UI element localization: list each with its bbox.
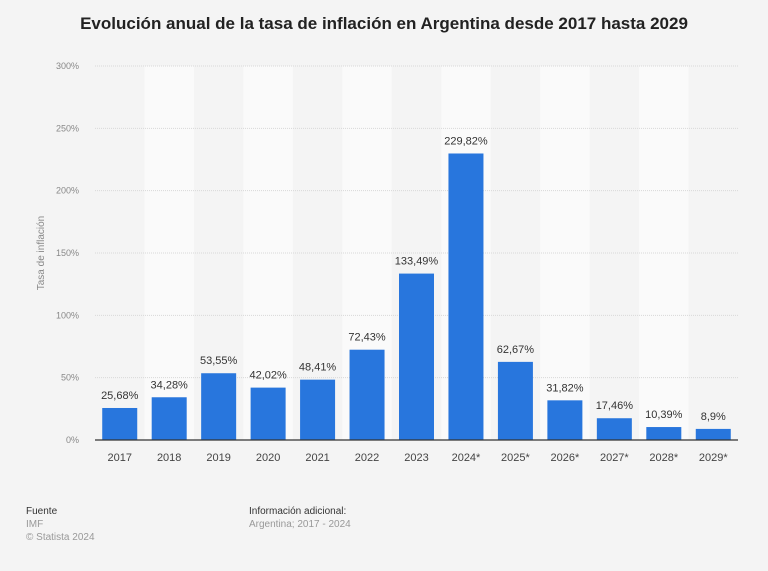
x-tick-label: 2028* bbox=[649, 452, 678, 464]
bar-2020 bbox=[250, 387, 286, 440]
data-label: 229,82% bbox=[444, 135, 488, 147]
x-tick-label: 2023 bbox=[404, 452, 428, 464]
data-label: 17,46% bbox=[596, 400, 634, 412]
bar-chart: 0% 50% 100% 150% 200% 250% 300% Tasa de inflaci… bbox=[36, 61, 738, 464]
x-tick-label: 2027* bbox=[600, 452, 629, 464]
bar-2025* bbox=[497, 361, 533, 440]
data-label: 42,02% bbox=[249, 370, 287, 382]
source-heading: Fuente bbox=[26, 506, 58, 517]
data-label: 133,49% bbox=[395, 256, 439, 268]
x-tick-label: 2020 bbox=[256, 452, 280, 464]
data-label: 53,55% bbox=[200, 355, 238, 367]
info-value: Argentina; 2017 - 2024 bbox=[249, 519, 351, 530]
data-label: 31,82% bbox=[546, 382, 584, 394]
data-label: 62,67% bbox=[497, 344, 535, 356]
data-label: 48,41% bbox=[299, 362, 337, 374]
data-label: 10,39% bbox=[645, 409, 683, 421]
y-tick-label: 300% bbox=[56, 61, 79, 71]
bar-2027* bbox=[596, 418, 632, 440]
y-tick-label: 50% bbox=[61, 373, 79, 383]
x-tick-label: 2026* bbox=[551, 452, 580, 464]
x-tick-label: 2025* bbox=[501, 452, 530, 464]
x-tick-label: 2021 bbox=[305, 452, 329, 464]
y-tick-label: 200% bbox=[56, 186, 79, 196]
data-label: 8,9% bbox=[701, 411, 726, 423]
bar-2028* bbox=[646, 427, 682, 440]
x-tick-label: 2018 bbox=[157, 452, 181, 464]
x-tick-label: 2017 bbox=[107, 452, 131, 464]
y-axis-label: Tasa de inflación bbox=[36, 216, 47, 291]
bar-2018 bbox=[151, 397, 187, 440]
bar-2026* bbox=[547, 400, 583, 440]
info-block: Información adicional: Argentina; 2017 -… bbox=[249, 505, 351, 531]
x-tick-label: 2019 bbox=[206, 452, 230, 464]
y-tick-label: 150% bbox=[56, 248, 79, 258]
bar-2022 bbox=[349, 349, 385, 440]
source-value: IMF bbox=[26, 519, 44, 530]
bar-2024* bbox=[448, 153, 484, 440]
y-tick-label: 0% bbox=[66, 435, 79, 445]
source-block: Fuente IMF © Statista 2024 bbox=[26, 505, 95, 544]
chart-title: Evolución anual de la tasa de inflación … bbox=[80, 14, 688, 33]
bar-2029* bbox=[695, 428, 731, 440]
data-label: 25,68% bbox=[101, 390, 139, 402]
info-heading: Información adicional: bbox=[249, 506, 347, 517]
bar-2019 bbox=[201, 373, 237, 440]
x-tick-label: 2029* bbox=[699, 452, 728, 464]
y-tick-label: 100% bbox=[56, 310, 79, 320]
data-label: 72,43% bbox=[348, 332, 386, 344]
copyright: © Statista 2024 bbox=[26, 532, 95, 543]
data-label: 34,28% bbox=[151, 379, 189, 391]
x-tick-label: 2022 bbox=[355, 452, 379, 464]
x-tick-label: 2024* bbox=[452, 452, 481, 464]
y-tick-label: 250% bbox=[56, 123, 79, 133]
bar-2017 bbox=[102, 407, 138, 440]
bar-2023 bbox=[399, 273, 434, 440]
bar-2021 bbox=[300, 379, 336, 440]
